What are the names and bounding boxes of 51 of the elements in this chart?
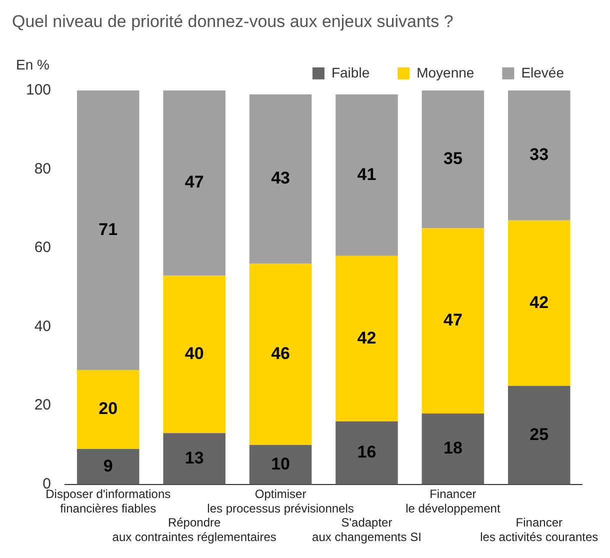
data-label: 9 (103, 456, 113, 476)
y-tick-label: 20 (34, 396, 52, 414)
bar (249, 264, 312, 445)
data-label: 35 (443, 149, 462, 168)
bar (76, 90, 140, 370)
y-tick-label: 80 (34, 160, 52, 178)
data-label: 18 (443, 438, 462, 458)
y-axis-title: En % (16, 56, 50, 72)
data-label: 47 (443, 310, 462, 330)
x-tick-label: Financer le développement (406, 486, 501, 516)
data-label: 47 (184, 172, 204, 192)
data-label: 42 (357, 328, 376, 348)
bar (249, 94, 312, 264)
bar (336, 94, 398, 256)
data-label: 40 (184, 344, 204, 364)
x-tick-label: Financer les activités courantes (480, 516, 598, 544)
bar (508, 90, 570, 220)
bar (76, 448, 140, 484)
bar (76, 370, 140, 449)
legend-label: Moyenne (416, 64, 474, 80)
data-label: 46 (271, 344, 290, 364)
x-tick-label: S'adapter aux changements SI (312, 516, 422, 544)
y-tick-label: 40 (34, 318, 52, 335)
bar (249, 445, 312, 484)
data-label: 10 (271, 454, 290, 474)
data-label: 33 (530, 145, 549, 164)
legend-label: Elevée (521, 64, 564, 80)
bar (336, 421, 398, 484)
y-tick-label: 100 (26, 82, 52, 99)
data-label: 25 (530, 424, 549, 444)
data-label: 13 (184, 448, 204, 468)
data-label: 43 (271, 168, 290, 188)
bar (336, 256, 398, 422)
data-label: 20 (98, 399, 118, 418)
bar (163, 90, 226, 276)
data-label: 16 (357, 442, 376, 462)
y-tick-label: 60 (34, 239, 52, 256)
x-tick-label: Optimiser les processus prévisionnels (207, 486, 354, 516)
bar (422, 90, 484, 228)
bar (422, 228, 484, 414)
bar (163, 433, 226, 484)
chart-title: Quel niveau de priorité donnez-vous aux enjeux suivants ? (12, 12, 454, 31)
data-label: 41 (357, 164, 376, 184)
data-label: 71 (98, 220, 118, 239)
data-label: 42 (530, 292, 549, 312)
x-tick-label: Répondre aux contraintes réglementaires (112, 516, 276, 544)
bar (163, 276, 226, 434)
bar (422, 413, 484, 484)
bar (508, 220, 570, 386)
bar (508, 386, 570, 484)
legend-label: Faible (331, 64, 370, 80)
